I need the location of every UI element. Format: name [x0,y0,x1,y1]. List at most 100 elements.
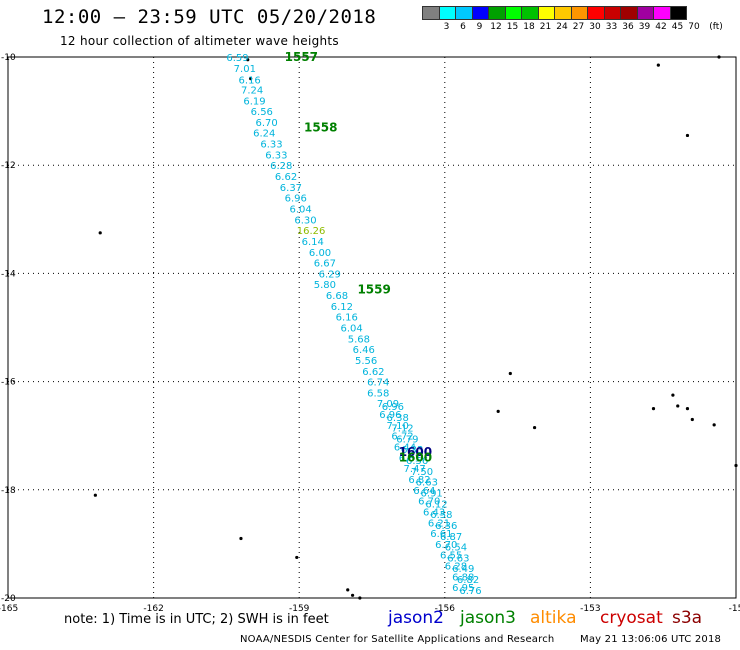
wave-height-label: 6.61 [430,529,452,540]
footer-note: note: 1) Time is in UTC; 2) SWH is in fe… [64,612,329,627]
wave-height-label: 6.16 [336,313,358,324]
wave-height-label: 6.44 [394,443,416,454]
lat-tick-label: -18 [1,486,16,496]
pass-time-label: 1558 [304,120,337,134]
legend-tick-label: 6 [460,22,466,32]
pass-time-label: 1559 [357,283,390,297]
pass-time-label: 1557 [285,50,318,64]
wave-height-label: 6.12 [331,302,353,313]
wave-height-label: 6.96 [379,410,401,421]
wave-height-label: 6.70 [256,118,278,129]
generation-timestamp: May 21 13:06:06 UTC 2018 [580,634,722,645]
legend-tick-label: 15 [506,22,519,32]
legend-tick-label: 9 [476,22,483,32]
satellite-jason3: jason3 [460,608,516,628]
wave-height-label: 6.46 [353,345,375,356]
wave-height-label: 6.04 [289,204,311,215]
wave-height-label: 6.88 [452,572,474,583]
wave-height-label: 7.10 [387,421,409,432]
island-marker [496,409,500,413]
satellite-altika: altika [530,608,577,628]
wave-height-label: 6.04 [340,324,362,335]
island-marker [690,417,694,422]
island-marker [508,371,512,376]
wave-height-label: 6.12 [425,499,447,510]
island-marker [98,231,102,235]
lon-tick-label: -165 [0,604,18,614]
legend-tick-label: 18 [523,22,535,32]
wave-height-label: 6.68 [326,291,348,302]
wave-height-label: 6.96 [382,402,404,413]
wave-height-label: 6.21 [428,518,450,529]
wave-height-label: 6.62 [362,367,384,378]
island-marker [239,536,243,541]
legend-tick-label: 33 [605,22,618,32]
lon-tick-label: -156 [435,604,456,614]
wave-height-label: 7.47 [404,464,426,475]
wave-height-label: 6.00 [309,248,331,259]
page-title: 12:00 – 23:59 UTC 05/20/2018 [42,6,377,28]
wave-height-label: 6.24 [253,129,275,140]
wave-height-label: 6.81 [399,453,421,464]
wave-height-label: 6.58 [430,510,452,521]
island-marker [358,596,362,600]
wave-height-label: 7.50 [411,467,433,478]
lon-tick-label: -159 [289,604,310,614]
wave-height-label: 6.58 [367,388,389,399]
lat-tick-label: -14 [1,269,16,279]
wave-height-label: 6.76 [459,586,481,597]
wave-height-label: 6.28 [445,562,467,573]
wave-height-label: 6.33 [260,140,282,151]
pass-time-label: 1600 [399,450,432,464]
wave-height-label: 6.59 [226,53,248,64]
legend-tick-label: 3 [443,22,450,32]
island-marker [676,404,680,408]
map-frame [7,56,737,599]
wave-height-label: 6.91 [421,489,443,500]
wave-height-label: 6.72 [391,432,413,443]
legend-tick-label: 42 [655,22,667,32]
pass-time-label: 1600 [399,445,432,459]
wave-height-label: 6.55 [440,551,462,562]
satellite-jason2: jason2 [388,608,444,628]
wave-height-label: 5.56 [355,356,377,367]
wave-height-label: 7.12 [391,424,413,435]
wave-height-label: 6.56 [251,107,273,118]
wave-height-label: 5.80 [314,280,336,291]
island-marker [246,58,250,62]
island-marker [350,593,355,597]
wave-height-label: 6.82 [408,475,430,486]
satellite-s3a: s3a [672,608,703,628]
island-marker [249,77,253,81]
island-marker [346,588,350,592]
wave-height-label: 5.68 [348,334,370,345]
lat-tick-label: -10 [1,53,16,63]
wave-height-label: 6.19 [243,96,265,107]
wave-height-label: 6.28 [270,161,292,172]
wave-height-label: 6.62 [275,172,297,183]
island-marker [295,555,299,560]
wave-height-label: 6.79 [396,434,418,445]
wave-height-label: 6.67 [314,259,336,270]
island-marker [671,393,675,397]
wave-height-label: 6.82 [457,575,479,586]
lat-tick-label: -20 [1,594,16,604]
wave-height-label: 6.33 [401,445,423,456]
wave-height-label: 6.70 [418,497,440,508]
wave-height-label: 7.24 [241,85,263,96]
island-marker [685,133,690,138]
wave-height-label: 6.14 [302,237,324,248]
wave-height-label: 6.63 [447,553,469,564]
wave-height-label: 6.33 [265,150,287,161]
legend-swatch [669,6,687,20]
lon-tick-label: -153 [580,604,600,614]
wave-height-label: 6.64 [413,486,435,497]
wave-height-label: 6.36 [435,521,457,532]
lon-tick-label: -162 [143,604,163,614]
wave-height-label: 6.38 [387,413,409,424]
wave-height-label: 7.09 [377,399,399,410]
legend-tick-label: 24 [556,22,568,32]
lat-tick-label: -12 [1,161,16,171]
island-marker [93,493,97,497]
